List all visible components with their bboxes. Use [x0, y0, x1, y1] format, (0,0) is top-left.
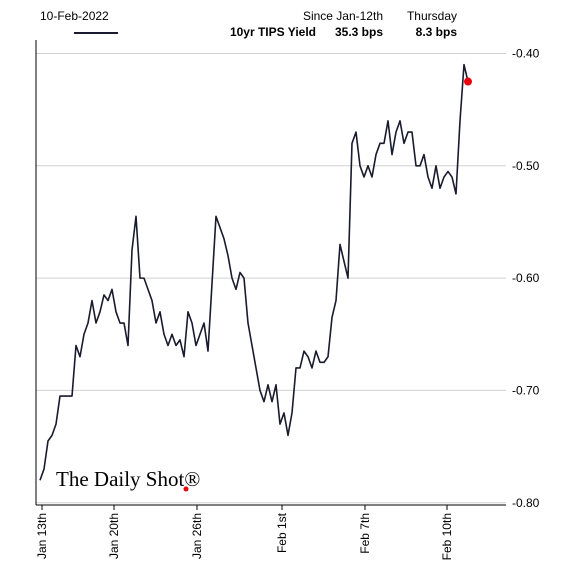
x-tick-label: Feb 7th: [358, 513, 372, 554]
watermark: The Daily Shot®: [56, 467, 200, 491]
y-tick-label: -0.80: [512, 496, 540, 510]
x-tick-label: Jan 26th: [190, 513, 204, 559]
series-line: [39, 63, 469, 481]
y-tick-label: -0.40: [512, 46, 540, 60]
x-tick-label: Jan 13th: [35, 513, 49, 559]
x-tick-label: Feb 10th: [440, 513, 454, 560]
watermark-dot: [183, 486, 189, 492]
y-tick-label: -0.50: [512, 159, 540, 173]
end-marker: [464, 77, 472, 86]
x-tick-label: Feb 1st: [275, 512, 289, 553]
header-value: 8.3 bps: [416, 25, 458, 39]
date-label: 10-Feb-2022: [40, 9, 109, 23]
y-tick-label: -0.70: [512, 383, 540, 397]
header-column: Since Jan-12th: [303, 9, 383, 23]
header-column: Thursday: [407, 9, 457, 23]
header-value: 35.3 bps: [335, 25, 383, 39]
x-tick-label: Jan 20th: [107, 513, 121, 559]
legend-label: 10yr TIPS Yield: [230, 25, 316, 39]
y-tick-label: -0.60: [512, 271, 540, 285]
